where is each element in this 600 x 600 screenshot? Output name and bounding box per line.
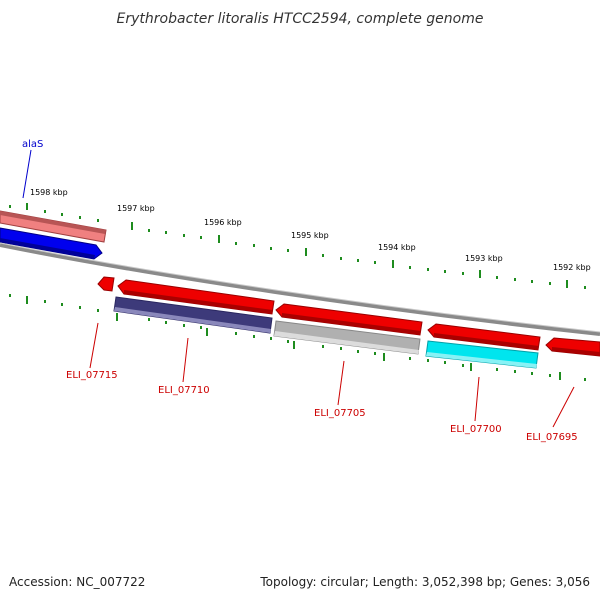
eli-07705-leader-line — [337, 360, 345, 406]
inner-tick-track — [9, 294, 586, 381]
eli-07695-leader-line — [552, 386, 575, 428]
genome-summary-text: Topology: circular; Length: 3,052,398 bp… — [259, 575, 590, 589]
outer-tick-track: 1598 kbp 1597 kbp 1596 kbp 1595 kbp 1594… — [9, 188, 591, 289]
eli-07715-leader-line — [89, 322, 99, 369]
map-title: Erythrobacter litoralis HTCC2594, comple… — [117, 11, 484, 27]
genome-backbone — [0, 242, 600, 336]
gene-label-eli-07710[interactable]: ELI_07710 — [158, 385, 210, 396]
tick-label: 1594 kbp — [378, 243, 416, 252]
gene-arrow-alas[interactable] — [0, 227, 103, 260]
outer-major-ticks — [26, 203, 568, 288]
inner-major-ticks — [26, 296, 561, 380]
alas-leader-line — [22, 149, 32, 199]
tick-label: 1596 kbp — [204, 218, 242, 227]
tick-label: 1595 kbp — [291, 231, 329, 240]
accession-text: Accession: NC_007722 — [9, 575, 145, 589]
gene-label-alas[interactable]: alaS — [22, 139, 43, 150]
gene-label-eli-07705[interactable]: ELI_07705 — [314, 408, 366, 419]
eli-07710-leader-line — [182, 337, 189, 383]
reverse-strand-genes — [97, 276, 600, 369]
gene-arrow-eli-07715[interactable] — [97, 276, 115, 292]
tick-label: 1593 kbp — [465, 254, 503, 263]
tick-label: 1592 kbp — [553, 263, 591, 272]
gene-label-eli-07695[interactable]: ELI_07695 — [526, 432, 578, 443]
gene-labels: alaS ELI_07715 ELI_07710 ELI_07705 ELI_0… — [22, 139, 578, 443]
eli-07700-leader-line — [474, 376, 480, 422]
gene-label-eli-07715[interactable]: ELI_07715 — [66, 370, 118, 381]
outer-minor-ticks — [9, 205, 586, 289]
tick-label: 1597 kbp — [117, 204, 155, 213]
tick-label: 1598 kbp — [30, 188, 68, 197]
forward-strand-genes — [0, 210, 107, 260]
inner-minor-ticks — [9, 294, 586, 381]
tick-labels: 1598 kbp 1597 kbp 1596 kbp 1595 kbp 1594… — [30, 188, 591, 272]
gene-label-eli-07700[interactable]: ELI_07700 — [450, 424, 502, 435]
